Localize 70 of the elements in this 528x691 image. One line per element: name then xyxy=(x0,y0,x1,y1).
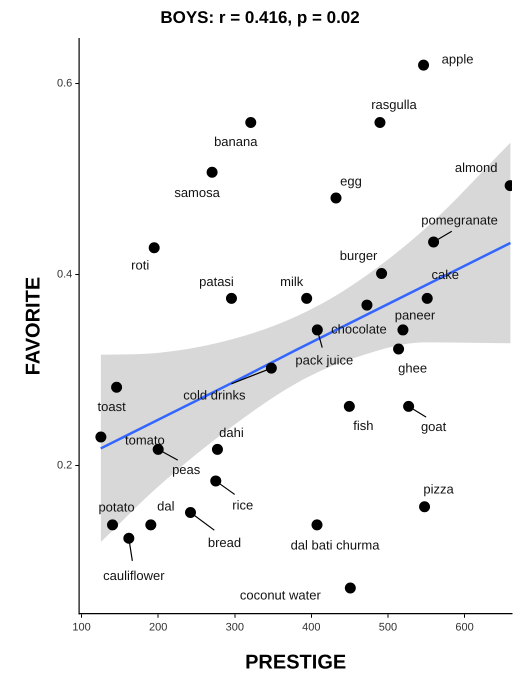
annotation: rasgulla xyxy=(371,97,418,112)
point xyxy=(397,324,408,336)
annotation: pack juice xyxy=(295,352,354,368)
annotation: patasi xyxy=(199,274,234,289)
annotation: samosa xyxy=(174,184,221,200)
point xyxy=(111,382,122,393)
annotation: tomato xyxy=(125,432,165,448)
y-tick-label: 0.6 xyxy=(56,77,72,90)
annotation: banana xyxy=(214,134,258,150)
x-tick-label: 400 xyxy=(302,621,321,634)
point xyxy=(107,519,118,530)
annotation: cauliflower xyxy=(103,568,166,583)
point xyxy=(344,400,355,412)
point xyxy=(212,444,223,455)
annotation: roti xyxy=(131,257,150,272)
annotation: dal xyxy=(157,498,175,514)
annotation: dahi xyxy=(219,424,244,440)
point xyxy=(266,362,277,374)
point xyxy=(184,506,196,518)
annotation: fish xyxy=(353,418,374,433)
point xyxy=(428,236,440,248)
point xyxy=(312,324,323,336)
point xyxy=(145,519,156,530)
annotation: peas xyxy=(172,462,201,477)
y-axis-title: FAVORITE xyxy=(22,276,45,376)
x-tick-label: 200 xyxy=(148,621,168,634)
point xyxy=(95,431,106,442)
x-tick-label: 300 xyxy=(226,621,244,634)
point xyxy=(374,117,386,128)
point xyxy=(422,292,433,304)
point xyxy=(148,242,160,254)
annotation: egg xyxy=(340,174,362,189)
point xyxy=(376,268,388,280)
annotation: pizza xyxy=(423,481,454,496)
annotation: apple xyxy=(442,52,474,67)
x-tick-label: 500 xyxy=(378,621,398,634)
point xyxy=(226,292,237,304)
y-tick-label: 0.2 xyxy=(56,460,72,472)
annotation: pomegranate xyxy=(421,212,498,228)
point xyxy=(403,400,414,412)
point xyxy=(393,344,404,355)
annotation: rice xyxy=(232,498,254,513)
point xyxy=(361,300,372,311)
annotation: milk xyxy=(280,274,304,289)
annotation: goat xyxy=(420,418,447,434)
y-tick-label: 0.4 xyxy=(56,268,72,281)
point xyxy=(245,117,256,128)
point xyxy=(344,582,356,594)
point xyxy=(301,292,312,304)
annotation: toast xyxy=(97,398,126,414)
annotation: dal bati churma xyxy=(290,537,380,552)
annotation: coconut water xyxy=(240,588,322,603)
point xyxy=(123,532,134,544)
point xyxy=(418,60,430,71)
x-tick-label: 600 xyxy=(455,621,474,634)
point xyxy=(210,475,222,486)
annotation: cold drinks xyxy=(183,388,246,403)
annotation: burger xyxy=(340,248,378,264)
point xyxy=(312,519,323,530)
annotation: bread xyxy=(208,535,242,550)
chart-title: BOYS: r = 0.416, p = 0.02 xyxy=(160,8,360,27)
point xyxy=(206,166,218,178)
x-tick-label: 100 xyxy=(72,621,91,634)
annotation: potato xyxy=(98,499,135,514)
annotation: ghee xyxy=(398,360,428,376)
point xyxy=(330,192,342,204)
x-axis-title: PRESTIGE xyxy=(245,652,346,674)
annotation: paneer xyxy=(394,308,436,322)
point xyxy=(419,501,430,512)
annotation: almond xyxy=(454,160,498,176)
